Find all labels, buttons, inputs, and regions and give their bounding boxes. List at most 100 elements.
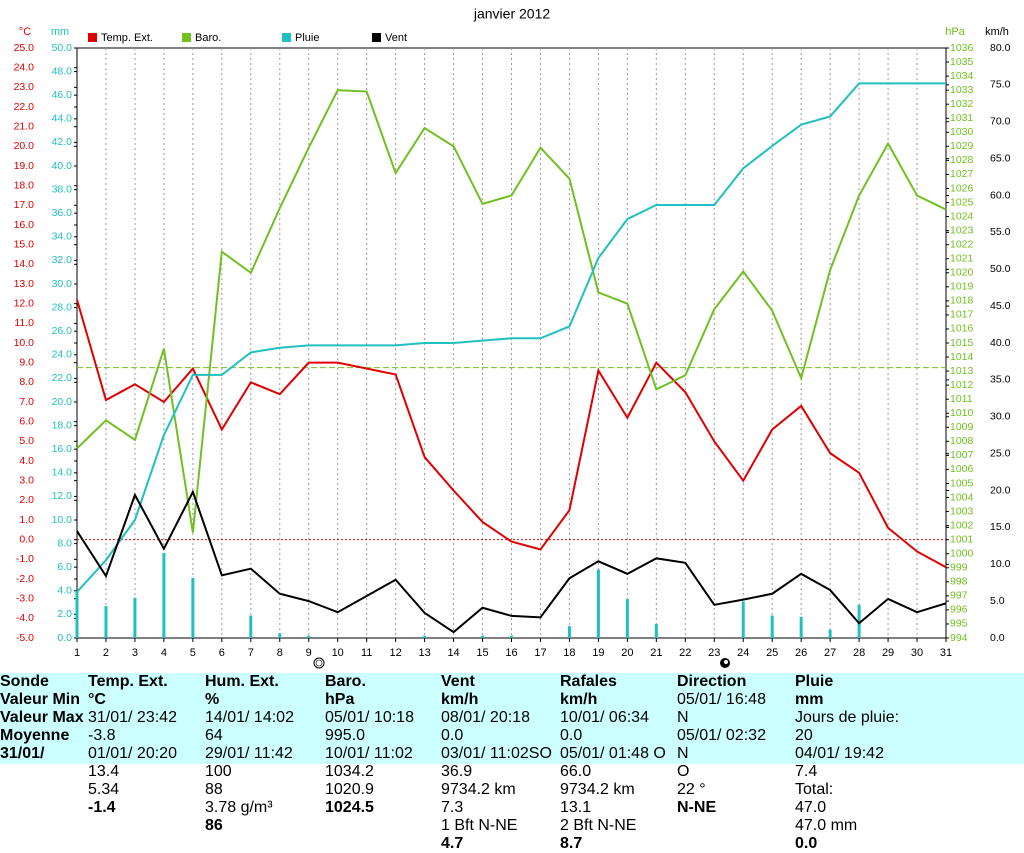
- cell-label: 08/01/ 20:18: [441, 709, 530, 726]
- cell-value: N-NE: [677, 799, 717, 816]
- y-tick-label: 6.0: [19, 415, 34, 427]
- y-tick-label: 1011: [950, 393, 973, 405]
- cell-value: 7.3: [441, 799, 464, 816]
- y-tick-label: 1009: [950, 421, 974, 433]
- series-line: [76, 489, 947, 634]
- cell-label: 14/01/ 14:02: [205, 709, 294, 726]
- y-tick-label: 5.0: [990, 595, 1005, 607]
- cell-label: 29/01/ 11:42: [205, 745, 293, 762]
- y-tick-label: -5.0: [16, 632, 34, 644]
- rain-bar: [857, 604, 861, 638]
- rain-bar: [741, 601, 745, 638]
- column-header: Direction: [677, 673, 747, 690]
- cell-value: 0.0: [795, 835, 818, 852]
- y-tick-label: 14.0: [14, 258, 35, 270]
- y-tick-label: 35.0: [990, 374, 1011, 386]
- x-tick-label: 3: [132, 647, 138, 659]
- y-tick-label: 12.0: [14, 297, 35, 309]
- x-tick-label: 17: [534, 647, 546, 659]
- y-tick-label: 5.0: [19, 435, 34, 447]
- y-tick-label: 20.0: [52, 396, 73, 408]
- y-tick-label: 18.0: [52, 419, 73, 431]
- x-tick-label: 10: [332, 647, 344, 659]
- y-tick-label: 1029: [950, 140, 974, 152]
- y-tick-label: 1036: [950, 42, 974, 54]
- y-tick-label: 1027: [950, 168, 974, 180]
- y-tick-label: 1031: [950, 112, 974, 124]
- cell-value: 1024.5: [325, 799, 374, 816]
- rain-bar: [654, 623, 658, 638]
- y-tick-label: 10.0: [990, 558, 1011, 570]
- rain-bar: [75, 591, 79, 638]
- cell-value: 1034.2: [325, 763, 374, 780]
- legend-swatch: [182, 33, 191, 42]
- cell-label: 3.78 g/m³: [205, 799, 273, 816]
- legend-label: Pluie: [295, 32, 319, 44]
- y-tick-label: 1008: [950, 435, 974, 447]
- y-tick-label: 21.0: [14, 120, 35, 132]
- table-column: Hum. Ext.% 14/01/ 14:02 64 29/01/ 11:42 100 8…: [205, 673, 325, 835]
- rain-bar: [510, 635, 513, 638]
- cell-value: 64: [205, 727, 223, 744]
- axis-unit: mm: [51, 26, 69, 38]
- cell-value: N: [677, 745, 689, 762]
- y-tick-label: 0.0: [57, 632, 72, 644]
- x-tick-label: 29: [882, 647, 894, 659]
- y-tick-label: 22.0: [52, 372, 73, 384]
- table-column: Rafales km/h 10/01/ 06:34 0.0 05/01/ 01:48 O…: [560, 673, 677, 853]
- chart-title: janvier 2012: [473, 6, 550, 22]
- y-tick-label: 0.0: [19, 533, 34, 545]
- x-tick-label: 20: [621, 647, 633, 659]
- y-tick-label: 42.0: [52, 136, 73, 148]
- y-tick-label: 1003: [950, 505, 974, 517]
- cell-label: 2 Bft N-NE: [560, 817, 637, 834]
- cell-value: 86: [205, 817, 223, 834]
- cell-value: 5.34: [88, 781, 120, 798]
- table-column: Temp. Ext. °C 31/01/ 23:42 -3.8 01/01/ 20:20…: [88, 673, 205, 817]
- y-tick-label: 38.0: [52, 183, 73, 195]
- y-tick-label: 24.0: [52, 349, 73, 361]
- y-tick-label: 1004: [950, 491, 974, 503]
- y-tick-label: 28.0: [52, 301, 73, 313]
- y-tick-label: 1023: [950, 224, 974, 236]
- y-tick-label: 50.0: [990, 263, 1011, 275]
- y-tick-label: 17.0: [14, 199, 35, 211]
- y-tick-label: 3.0: [19, 474, 34, 486]
- column-header: Rafales: [560, 673, 617, 690]
- x-tick-label: 9: [306, 647, 312, 659]
- cell-value: 88: [205, 781, 223, 798]
- y-tick-label: 0.0: [990, 632, 1005, 644]
- rain-bar: [770, 615, 774, 638]
- cell-label: 10/01/ 11:02: [325, 745, 413, 762]
- cell-label: 03/01/ 11:02SO: [441, 745, 552, 762]
- cell-value: 13.4: [88, 763, 120, 780]
- x-tick-label: 4: [161, 647, 167, 659]
- y-tick-label: 4.0: [19, 455, 34, 467]
- y-tick-label: 44.0: [52, 113, 73, 125]
- column-header: Baro.: [325, 673, 366, 690]
- x-tick-label: 22: [679, 647, 691, 659]
- y-tick-label: 16.0: [52, 443, 73, 455]
- x-tick-label: 24: [737, 647, 749, 659]
- y-tick-label: 1022: [950, 238, 974, 250]
- cell-label: Jours de pluie: 20: [795, 709, 900, 744]
- cell-value: 0.0: [560, 727, 583, 744]
- cell-label: 47.0 mm: [795, 817, 858, 834]
- y-tick-label: 22.0: [14, 101, 35, 113]
- y-tick-label: 1001: [950, 533, 974, 545]
- y-tick-label: 1005: [950, 477, 974, 489]
- y-tick-label: -2.0: [16, 573, 34, 585]
- legend-label: Vent: [385, 32, 407, 44]
- cell-label: 22 °: [677, 781, 706, 798]
- column-unit: %: [205, 691, 220, 708]
- x-tick-label: 12: [390, 647, 402, 659]
- rain-bar: [567, 626, 571, 638]
- y-tick-label: 995: [950, 618, 968, 630]
- y-tick-label: 48.0: [52, 65, 73, 77]
- y-tick-label: 1035: [950, 56, 974, 68]
- series-line: [76, 82, 946, 593]
- cell-value: O: [677, 763, 690, 780]
- y-tick-label: 2.0: [19, 494, 34, 506]
- cell-value: 4.7: [441, 835, 464, 852]
- column-header: Temp. Ext.: [88, 673, 168, 690]
